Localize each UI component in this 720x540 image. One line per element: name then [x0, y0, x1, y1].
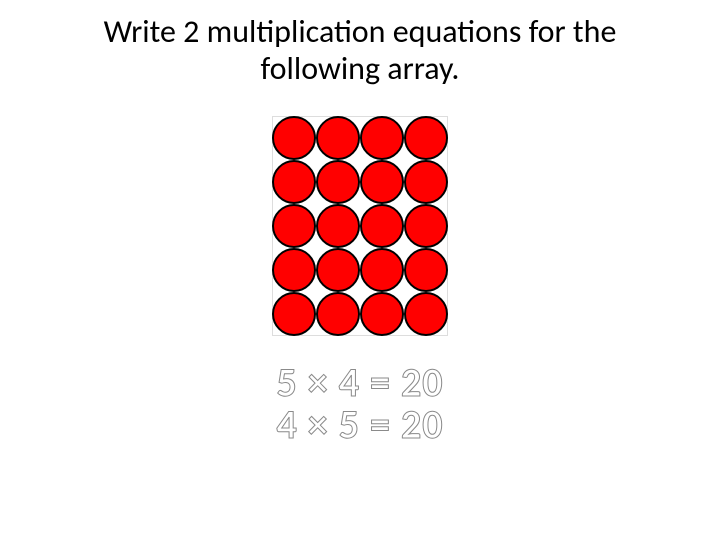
array-dot [316, 204, 360, 248]
array-dot [316, 116, 360, 160]
equation-1: 5 × 4 = 20 [0, 362, 720, 404]
array-dot [360, 160, 404, 204]
dot-array [272, 116, 448, 336]
title-line-1: Write 2 multiplication equations for the [0, 14, 720, 51]
array-dot [404, 248, 448, 292]
array-dot [404, 292, 448, 336]
array-dot [404, 116, 448, 160]
array-dot [272, 116, 316, 160]
array-dot [272, 204, 316, 248]
array-dot [272, 160, 316, 204]
array-dot [316, 160, 360, 204]
array-dot [316, 248, 360, 292]
array-dot [360, 116, 404, 160]
array-dot [360, 204, 404, 248]
equation-2: 4 × 5 = 20 [0, 404, 720, 446]
title-line-2: following array. [0, 51, 720, 88]
array-dot [272, 292, 316, 336]
equations-block: 5 × 4 = 20 4 × 5 = 20 [0, 362, 720, 446]
array-dot [404, 204, 448, 248]
instruction-title: Write 2 multiplication equations for the… [0, 0, 720, 88]
array-dot [272, 248, 316, 292]
array-container [0, 116, 720, 336]
array-dot [360, 248, 404, 292]
array-dot [404, 160, 448, 204]
array-dot [316, 292, 360, 336]
array-dot [360, 292, 404, 336]
